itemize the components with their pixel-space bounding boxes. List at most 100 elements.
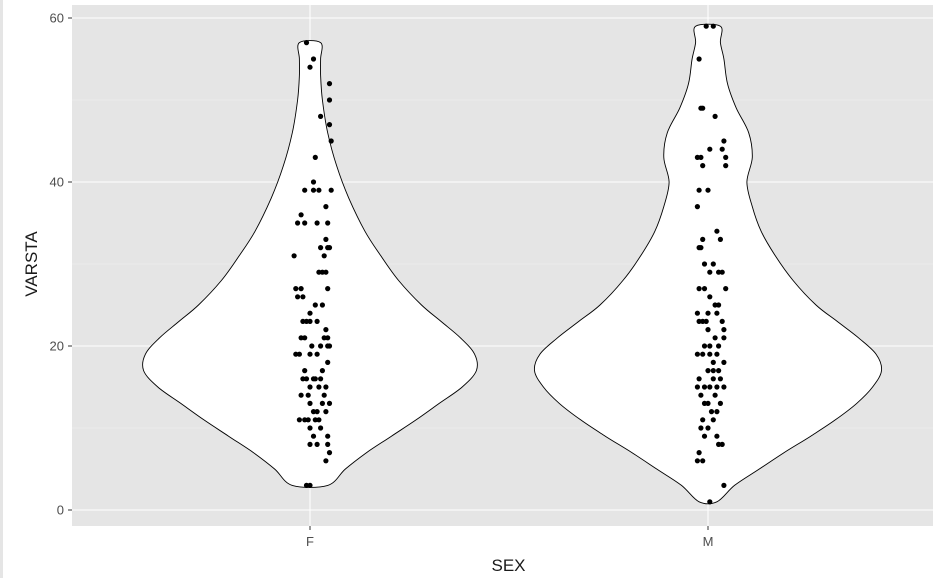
data-point-m bbox=[719, 269, 725, 275]
y-tick-label: 0 bbox=[57, 503, 64, 518]
data-point-m bbox=[710, 368, 716, 374]
data-point-m bbox=[705, 187, 711, 193]
data-point-m bbox=[696, 286, 702, 292]
data-point-f bbox=[319, 368, 325, 374]
data-point-f bbox=[319, 400, 325, 406]
data-point-f bbox=[300, 294, 306, 300]
data-point-f bbox=[318, 343, 324, 349]
data-point-f bbox=[325, 286, 331, 292]
data-point-f bbox=[318, 113, 324, 119]
data-point-m bbox=[700, 417, 706, 423]
data-point-f bbox=[303, 376, 310, 382]
data-point-f bbox=[295, 220, 301, 226]
data-point-m bbox=[696, 318, 702, 324]
data-point-f bbox=[323, 327, 329, 333]
data-point-f bbox=[326, 122, 333, 128]
data-point-f bbox=[305, 417, 311, 423]
data-point-m bbox=[712, 113, 718, 119]
data-point-f bbox=[314, 318, 320, 324]
data-point-m bbox=[694, 351, 701, 357]
x-tick-label: M bbox=[703, 534, 714, 549]
data-point-f bbox=[326, 400, 333, 406]
data-point-m bbox=[721, 482, 727, 488]
data-point-f bbox=[295, 294, 301, 300]
data-point-f bbox=[326, 97, 333, 103]
data-point-m bbox=[705, 425, 711, 431]
data-point-m bbox=[700, 458, 706, 464]
data-point-m bbox=[719, 146, 725, 152]
data-point-m bbox=[710, 261, 716, 267]
data-point-m bbox=[716, 368, 722, 374]
data-point-m bbox=[707, 351, 713, 357]
data-point-m bbox=[710, 376, 716, 382]
violin-m bbox=[533, 23, 883, 505]
data-point-f bbox=[300, 318, 306, 324]
data-point-m bbox=[707, 146, 713, 152]
plot-panel bbox=[72, 5, 933, 526]
data-point-f bbox=[328, 138, 334, 144]
data-point-m bbox=[700, 351, 706, 357]
data-point-f bbox=[323, 409, 329, 415]
data-point-f bbox=[326, 245, 333, 251]
data-point-f bbox=[323, 204, 329, 210]
data-point-m bbox=[696, 376, 702, 382]
data-point-f bbox=[326, 81, 333, 87]
data-point-f bbox=[318, 376, 324, 382]
data-point-m bbox=[701, 400, 708, 406]
y-tick-label: 40 bbox=[50, 175, 64, 190]
data-point-m bbox=[696, 56, 702, 62]
data-point-m bbox=[694, 458, 701, 464]
data-point-f bbox=[310, 433, 317, 439]
data-point-f bbox=[302, 335, 308, 341]
x-axis-title: SEX bbox=[491, 556, 525, 575]
data-point-f bbox=[307, 310, 313, 316]
data-point-f bbox=[325, 343, 331, 349]
y-axis-title: VARSTA bbox=[22, 231, 41, 297]
data-point-m bbox=[698, 425, 704, 431]
data-point-f bbox=[302, 368, 308, 374]
data-point-m bbox=[701, 343, 708, 349]
data-point-f bbox=[323, 269, 329, 275]
data-point-m bbox=[707, 343, 713, 349]
y-tick-label: 60 bbox=[50, 11, 64, 26]
data-point-m bbox=[721, 335, 727, 341]
data-point-m bbox=[712, 335, 718, 341]
data-point-m bbox=[716, 441, 722, 447]
window-edge bbox=[0, 0, 3, 578]
data-point-f bbox=[312, 154, 318, 160]
data-point-f bbox=[316, 269, 322, 275]
data-point-m bbox=[707, 294, 713, 300]
data-point-m bbox=[714, 384, 720, 390]
data-point-f bbox=[321, 392, 327, 398]
data-point-f bbox=[325, 220, 331, 226]
data-point-f bbox=[312, 302, 318, 308]
data-point-m bbox=[705, 368, 711, 374]
data-point-m bbox=[694, 384, 701, 390]
data-point-m bbox=[719, 441, 725, 447]
data-point-m bbox=[721, 327, 727, 333]
data-point-m bbox=[712, 392, 718, 398]
data-point-f bbox=[307, 441, 313, 447]
data-point-m bbox=[723, 163, 729, 169]
data-point-m bbox=[723, 154, 729, 160]
data-point-m bbox=[701, 384, 708, 390]
data-point-m bbox=[721, 359, 727, 365]
data-point-f bbox=[314, 220, 320, 226]
data-point-m bbox=[700, 163, 706, 169]
data-point-m bbox=[703, 318, 709, 324]
data-point-f bbox=[312, 417, 318, 423]
data-point-f bbox=[307, 318, 313, 324]
data-point-m bbox=[694, 204, 701, 210]
data-point-f bbox=[325, 433, 331, 439]
jitter-points bbox=[291, 23, 729, 505]
data-point-f bbox=[323, 236, 329, 242]
data-point-m bbox=[721, 384, 727, 390]
data-point-f bbox=[307, 425, 313, 431]
violin-f bbox=[142, 40, 478, 488]
data-point-f bbox=[307, 400, 313, 406]
data-point-m bbox=[714, 228, 720, 234]
data-point-f bbox=[316, 187, 322, 193]
data-point-m bbox=[701, 286, 708, 292]
